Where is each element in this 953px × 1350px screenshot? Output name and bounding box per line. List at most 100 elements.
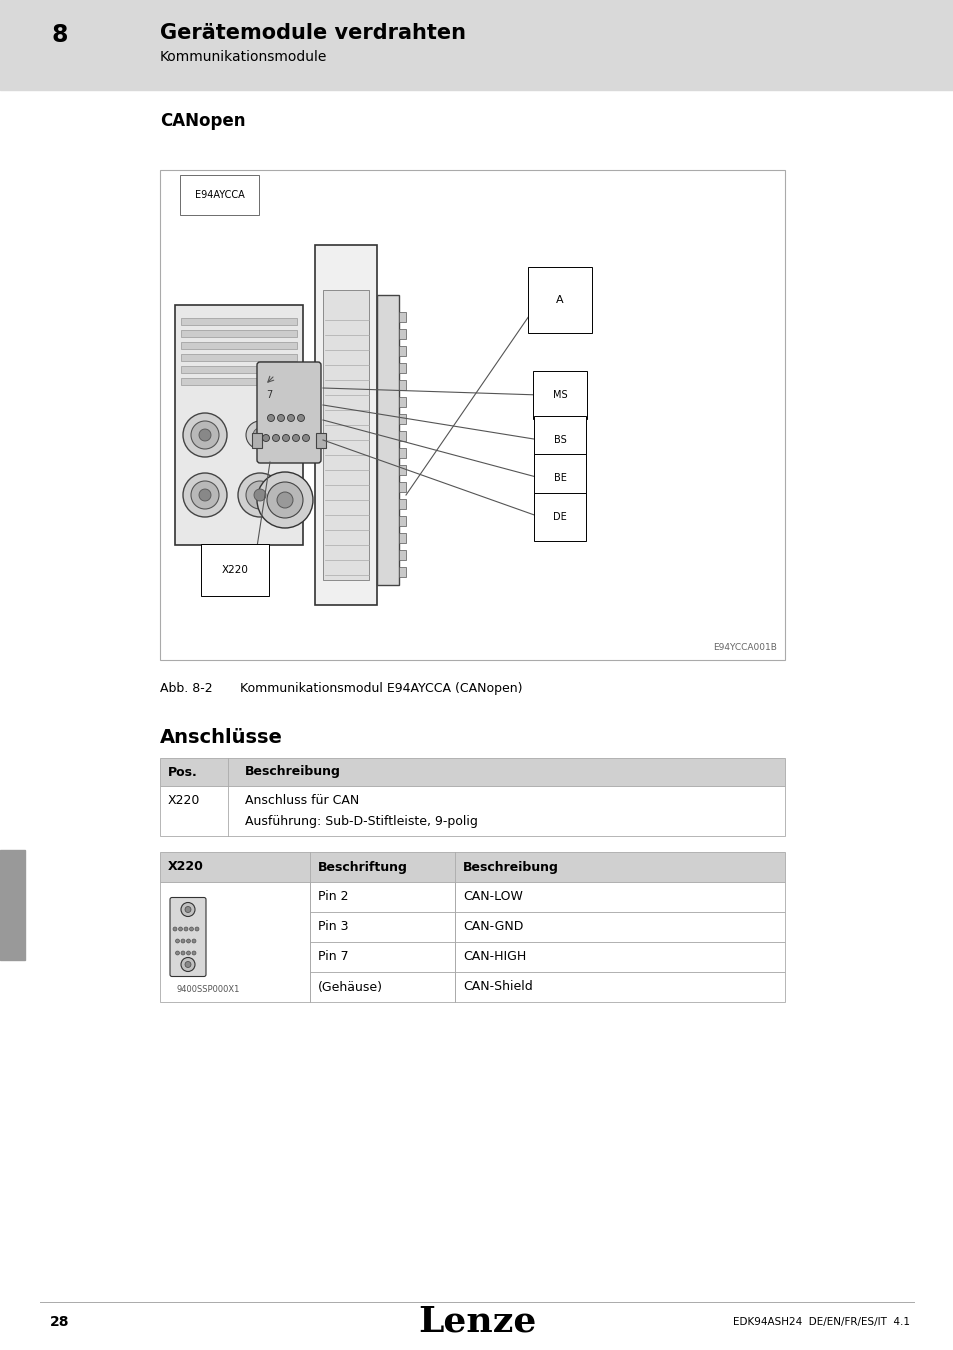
Bar: [181, 378, 296, 385]
Text: DE: DE: [553, 512, 566, 522]
Bar: [310, 913, 455, 942]
Text: Anschlüsse: Anschlüsse: [160, 728, 283, 747]
Text: Abb. 8-2: Abb. 8-2: [160, 682, 213, 695]
Bar: [398, 567, 406, 576]
Circle shape: [184, 927, 188, 931]
Text: BE: BE: [553, 472, 566, 483]
Bar: [181, 329, 296, 338]
Bar: [398, 379, 406, 390]
FancyBboxPatch shape: [170, 898, 206, 976]
Text: X220: X220: [168, 794, 200, 806]
Circle shape: [277, 414, 284, 421]
Circle shape: [262, 435, 269, 441]
Bar: [160, 757, 784, 786]
Bar: [181, 319, 296, 325]
Circle shape: [237, 472, 282, 517]
Circle shape: [190, 927, 193, 931]
Text: Kommunikationsmodule: Kommunikationsmodule: [160, 50, 327, 63]
Bar: [455, 882, 784, 913]
Circle shape: [183, 413, 227, 458]
Bar: [398, 329, 406, 339]
Circle shape: [253, 489, 266, 501]
Circle shape: [287, 414, 294, 421]
Bar: [160, 170, 784, 660]
Bar: [398, 500, 406, 509]
Text: A: A: [556, 296, 563, 305]
Text: CAN-HIGH: CAN-HIGH: [462, 950, 526, 964]
Text: 7: 7: [266, 390, 272, 400]
Circle shape: [276, 491, 293, 508]
Circle shape: [185, 961, 191, 968]
Text: X220: X220: [168, 860, 204, 873]
Bar: [398, 516, 406, 526]
Bar: [181, 366, 296, 373]
Bar: [323, 290, 369, 580]
Bar: [160, 852, 784, 882]
Bar: [398, 549, 406, 560]
Text: (Gehäuse): (Gehäuse): [317, 980, 382, 994]
Text: Beschreibung: Beschreibung: [245, 765, 340, 779]
Bar: [398, 431, 406, 441]
Text: Gerätemodule verdrahten: Gerätemodule verdrahten: [160, 23, 465, 43]
Text: X220: X220: [221, 566, 248, 575]
Circle shape: [192, 950, 195, 954]
Circle shape: [199, 489, 211, 501]
Circle shape: [199, 429, 211, 441]
Bar: [160, 786, 784, 836]
Circle shape: [282, 435, 289, 441]
Circle shape: [253, 428, 267, 441]
Circle shape: [175, 940, 179, 944]
Text: 8: 8: [52, 23, 69, 47]
Bar: [0, 0, 953, 90]
Circle shape: [267, 482, 303, 518]
Bar: [455, 972, 784, 1002]
Bar: [398, 448, 406, 458]
Text: 9400SSP000X1: 9400SSP000X1: [176, 986, 239, 994]
Circle shape: [192, 940, 195, 944]
Text: Ausführung: Sub-D-Stiftleiste, 9-polig: Ausführung: Sub-D-Stiftleiste, 9-polig: [245, 815, 477, 829]
Circle shape: [181, 940, 185, 944]
Text: E94YCCA001B: E94YCCA001B: [713, 643, 776, 652]
Text: Anschluss für CAN: Anschluss für CAN: [245, 794, 359, 806]
Bar: [455, 942, 784, 972]
Bar: [398, 414, 406, 424]
Text: CANopen: CANopen: [160, 112, 245, 130]
Text: Pos.: Pos.: [168, 765, 197, 779]
Bar: [310, 882, 455, 913]
Text: Pin 3: Pin 3: [317, 921, 348, 933]
Text: EDK94ASH24  DE/EN/FR/ES/IT  4.1: EDK94ASH24 DE/EN/FR/ES/IT 4.1: [732, 1318, 909, 1327]
Circle shape: [191, 481, 219, 509]
Text: Kommunikationsmodul E94AYCCA (CANopen): Kommunikationsmodul E94AYCCA (CANopen): [240, 682, 522, 695]
Bar: [398, 397, 406, 406]
Bar: [376, 296, 398, 585]
Text: BS: BS: [553, 435, 566, 446]
Text: CAN-Shield: CAN-Shield: [462, 980, 532, 994]
Circle shape: [175, 950, 179, 954]
Circle shape: [181, 957, 194, 972]
Circle shape: [302, 435, 309, 441]
Bar: [181, 342, 296, 350]
Bar: [398, 346, 406, 356]
Bar: [455, 913, 784, 942]
Bar: [0, 850, 25, 960]
Circle shape: [185, 906, 191, 913]
Circle shape: [273, 435, 279, 441]
Circle shape: [246, 481, 274, 509]
Circle shape: [186, 950, 191, 954]
Circle shape: [181, 903, 194, 917]
Text: CAN-GND: CAN-GND: [462, 921, 523, 933]
Bar: [181, 354, 296, 360]
Text: Lenze: Lenze: [417, 1305, 536, 1339]
Bar: [398, 533, 406, 543]
FancyBboxPatch shape: [256, 362, 320, 463]
Bar: [252, 433, 262, 448]
Bar: [315, 433, 326, 448]
Circle shape: [186, 940, 191, 944]
Bar: [160, 882, 310, 1002]
Text: Beschriftung: Beschriftung: [317, 860, 408, 873]
Circle shape: [246, 421, 274, 450]
Text: E94AYCCA: E94AYCCA: [194, 190, 245, 200]
Bar: [398, 464, 406, 475]
Bar: [398, 482, 406, 491]
Bar: [310, 972, 455, 1002]
